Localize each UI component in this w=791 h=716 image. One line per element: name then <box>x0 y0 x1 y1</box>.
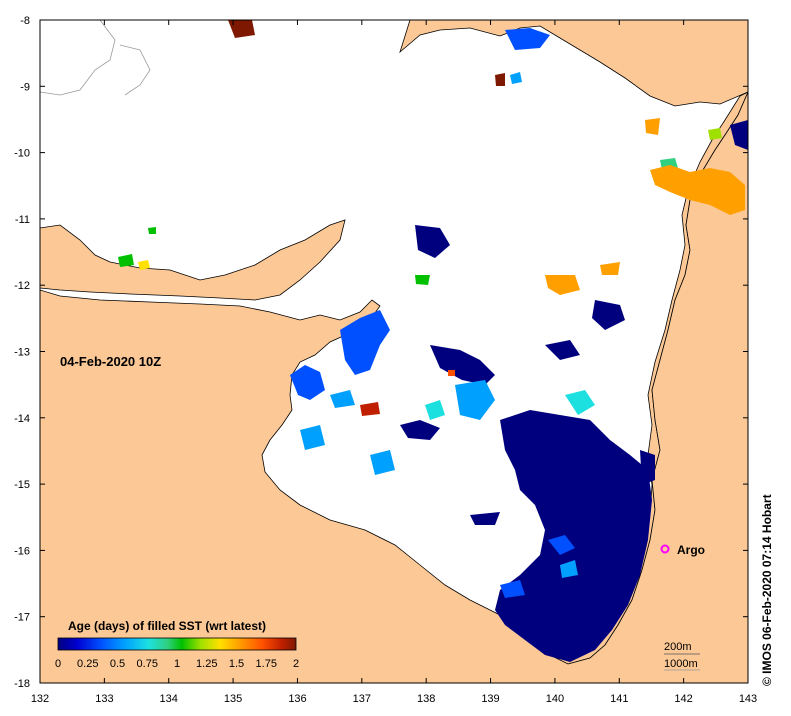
y-tick-label: -12 <box>14 280 30 292</box>
colorbar-tick: 1.75 <box>256 658 277 670</box>
colorbar-tick: 0.25 <box>77 658 98 670</box>
land-queensland <box>40 91 748 683</box>
contour-1000m-label: 1000m <box>664 658 698 670</box>
depth-contour-legend: 200m 1000m <box>664 641 700 671</box>
x-tick-label: 136 <box>288 693 306 705</box>
argo-float-icon[interactable] <box>660 544 670 554</box>
land-new-guinea <box>399 20 748 107</box>
y-tick-label: -18 <box>14 678 30 690</box>
sst-patches <box>118 20 748 662</box>
colorbar: Age (days) of filled SST (wrt latest) 0 … <box>55 619 299 670</box>
y-tick-label: -16 <box>14 545 30 557</box>
y-tick-label: -10 <box>14 148 30 160</box>
colorbar-tick: 2 <box>293 658 299 670</box>
x-tick-label: 135 <box>224 693 242 705</box>
x-tick-label: 138 <box>417 693 435 705</box>
y-tick-label: -9 <box>20 81 30 93</box>
x-axis: 132 133 134 135 136 137 138 139 140 141 … <box>31 693 757 705</box>
x-tick-label: 140 <box>546 693 564 705</box>
depth-contour <box>40 20 151 96</box>
axis-ticks <box>39 19 749 684</box>
land <box>40 20 748 683</box>
y-tick-label: -8 <box>20 15 30 27</box>
colorbar-tick: 0.75 <box>137 658 158 670</box>
timestamp-label: 04-Feb-2020 10Z <box>60 354 161 369</box>
y-tick-label: -15 <box>14 479 30 491</box>
argo-marker[interactable]: Argo <box>660 543 706 557</box>
y-tick-label: -17 <box>14 612 30 624</box>
x-tick-label: 133 <box>95 693 113 705</box>
x-tick-label: 132 <box>31 693 49 705</box>
y-tick-label: -14 <box>14 413 30 425</box>
x-tick-label: 134 <box>160 693 178 705</box>
copyright-credit: © IMOS 06-Feb-2020 07:14 Hobart <box>760 494 774 686</box>
x-tick-label: 142 <box>674 693 692 705</box>
y-axis: -8 -9 -10 -11 -12 -13 -14 -15 -16 -17 -1… <box>14 15 30 690</box>
colorbar-title: Age (days) of filled SST (wrt latest) <box>68 619 266 633</box>
colorbar-tick: 1.25 <box>196 658 217 670</box>
colorbar-tick: 0.5 <box>110 658 125 670</box>
land-top-end <box>40 219 346 301</box>
colorbar-tick: 0 <box>55 658 61 670</box>
x-tick-label: 137 <box>353 693 371 705</box>
y-tick-label: -11 <box>15 214 30 226</box>
colorbar-tick: 1 <box>174 658 180 670</box>
colorbar-gradient <box>57 637 297 651</box>
x-tick-label: 141 <box>610 693 628 705</box>
argo-label: Argo <box>677 543 705 557</box>
x-tick-label: 139 <box>481 693 499 705</box>
y-tick-label: -13 <box>14 347 30 359</box>
contour-200m-label: 200m <box>664 641 692 653</box>
colorbar-tick: 1.5 <box>229 658 244 670</box>
map-plot <box>40 20 748 683</box>
x-tick-label: 143 <box>739 693 757 705</box>
